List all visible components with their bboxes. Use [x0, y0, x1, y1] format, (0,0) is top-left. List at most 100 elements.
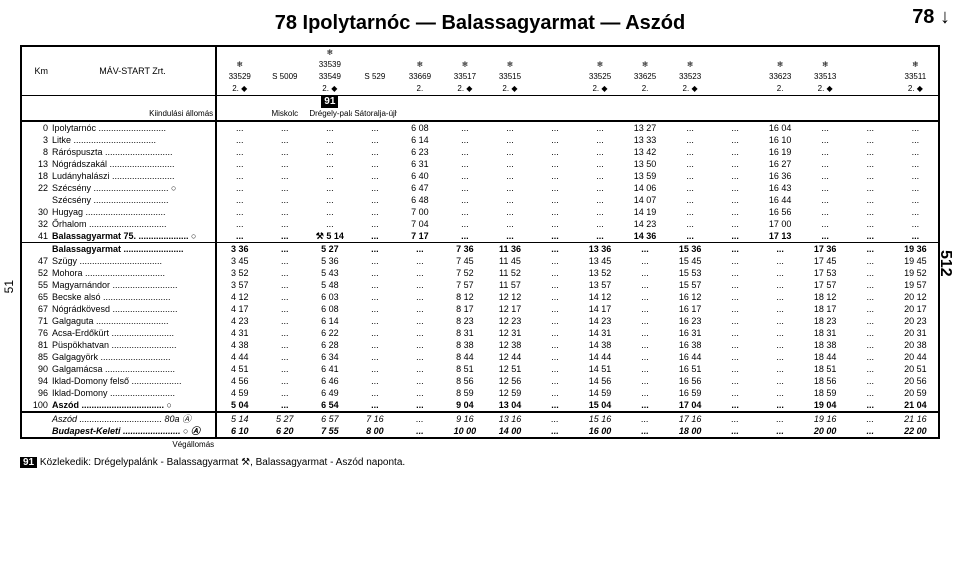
table-row: 55Magyarnándor .........................…: [21, 279, 939, 291]
station-name: Nógrádkövesd ..........................: [50, 303, 216, 315]
table-row: 13Nógrádszakál .........................…: [21, 158, 939, 170]
table-row: 65Becske alsó ..........................…: [21, 291, 939, 303]
time-cell: ...: [758, 425, 803, 438]
time-cell: ...: [623, 425, 668, 438]
time-cell: ...: [623, 243, 668, 256]
time-cell: ...: [623, 315, 668, 327]
time-cell: ...: [487, 194, 532, 206]
table-row: Aszód ................................. …: [21, 412, 939, 425]
station-name: Galgamácsa ............................: [50, 363, 216, 375]
time-cell: ...: [848, 194, 893, 206]
time-cell: ...: [713, 339, 758, 351]
time-cell: 18 56: [803, 375, 848, 387]
snow-icon: [777, 60, 784, 69]
origin-station: [623, 96, 668, 122]
time-cell: ...: [713, 279, 758, 291]
time-cell: 14 44: [578, 351, 623, 363]
line-number-right: 78 ↓: [912, 6, 950, 29]
time-cell: 18 00: [668, 425, 713, 438]
time-cell: ...: [532, 206, 577, 218]
time-cell: ...: [803, 206, 848, 218]
time-cell: 4 23: [216, 315, 262, 327]
time-cell: 7 00: [397, 206, 442, 218]
time-cell: ...: [848, 303, 893, 315]
time-cell: ...: [758, 375, 803, 387]
time-cell: 9 04: [442, 399, 487, 412]
snow-icon: [326, 48, 333, 57]
time-cell: ...: [397, 375, 442, 387]
time-cell: ...: [713, 267, 758, 279]
time-cell: 12 56: [487, 375, 532, 387]
time-cell: ...: [713, 315, 758, 327]
time-cell: ...: [713, 363, 758, 375]
time-cell: ...: [532, 158, 577, 170]
time-cell: ...: [487, 158, 532, 170]
time-cell: ...: [623, 399, 668, 412]
time-cell: ...: [532, 412, 577, 425]
time-cell: ...: [578, 121, 623, 134]
time-cell: ...: [532, 363, 577, 375]
train-class: 2. ◆: [803, 83, 848, 96]
time-cell: 6 28: [307, 339, 352, 351]
time-cell: 5 04: [216, 399, 262, 412]
time-cell: 12 17: [487, 303, 532, 315]
time-cell: ...: [848, 375, 893, 387]
time-cell: 7 52: [442, 267, 487, 279]
station-name: Aszód ................................. …: [50, 399, 216, 412]
time-cell: 20 56: [893, 375, 939, 387]
time-cell: ...: [803, 182, 848, 194]
time-cell: ...: [532, 327, 577, 339]
time-cell: ...: [262, 146, 307, 158]
train-number: 33517: [442, 46, 487, 83]
time-cell: 18 17: [803, 303, 848, 315]
time-cell: ...: [848, 121, 893, 134]
time-cell: 16 56: [668, 375, 713, 387]
time-cell: ...: [848, 182, 893, 194]
train-class: 2. ◆: [216, 83, 262, 96]
train-number: S 529: [352, 46, 397, 83]
time-cell: ...: [848, 315, 893, 327]
time-cell: ...: [352, 399, 397, 412]
time-cell: ...: [758, 303, 803, 315]
snow-icon: [507, 60, 514, 69]
time-cell: 14 00: [487, 425, 532, 438]
station-name: Nógrádszakál ..........................: [50, 158, 216, 170]
time-cell: 12 51: [487, 363, 532, 375]
time-cell: 5 14: [216, 412, 262, 425]
time-cell: ...: [262, 387, 307, 399]
train-class: 2.: [623, 83, 668, 96]
time-cell: ...: [397, 399, 442, 412]
table-row: Budapest-Keleti ....................... …: [21, 425, 939, 438]
time-cell: 6 10: [216, 425, 262, 438]
footnote: 91 Közlekedik: Drégelypalánk - Balassagy…: [20, 457, 952, 468]
table-row: 71Galgaguta ............................…: [21, 315, 939, 327]
snow-icon: [642, 60, 649, 69]
time-cell: ...: [442, 170, 487, 182]
time-cell: ...: [442, 146, 487, 158]
time-cell: 6 31: [397, 158, 442, 170]
time-cell: ...: [352, 255, 397, 267]
time-cell: ...: [307, 134, 352, 146]
page-number-right: 512: [936, 250, 954, 277]
time-cell: 15 36: [668, 243, 713, 256]
time-cell: 11 52: [487, 267, 532, 279]
time-cell: 13 16: [487, 412, 532, 425]
time-cell: ...: [262, 243, 307, 256]
time-cell: ...: [848, 279, 893, 291]
time-cell: 3 57: [216, 279, 262, 291]
time-cell: 16 56: [758, 206, 803, 218]
time-cell: ...: [758, 291, 803, 303]
time-cell: 20 44: [893, 351, 939, 363]
time-cell: ...: [307, 194, 352, 206]
time-cell: ...: [262, 267, 307, 279]
time-cell: ...: [803, 121, 848, 134]
train-number: 33525: [578, 46, 623, 83]
snow-icon: [597, 60, 604, 69]
time-cell: 13 04: [487, 399, 532, 412]
time-cell: ...: [262, 363, 307, 375]
time-cell: 15 53: [668, 267, 713, 279]
time-cell: 11 36: [487, 243, 532, 256]
time-cell: ...: [713, 182, 758, 194]
time-cell: 13 52: [578, 267, 623, 279]
time-cell: ...: [442, 121, 487, 134]
